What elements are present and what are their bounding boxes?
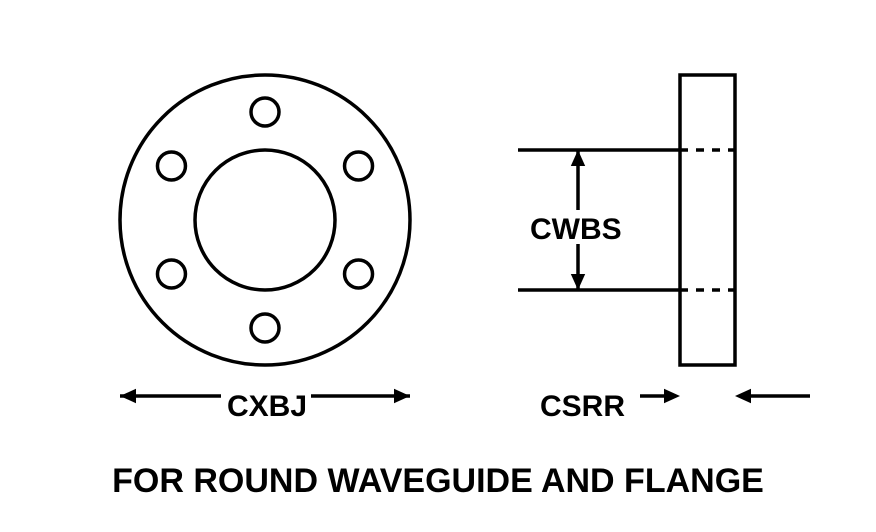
diagram-container: FOR ROUND WAVEGUIDE AND FLANGE CXBJ CWBS… xyxy=(0,0,876,532)
diagram-title: FOR ROUND WAVEGUIDE AND FLANGE xyxy=(0,462,876,501)
cwbs-label: CWBS xyxy=(530,213,622,247)
cxbj-label: CXBJ xyxy=(227,390,307,424)
csrr-label: CSRR xyxy=(540,390,625,424)
diagram-svg xyxy=(0,0,876,532)
